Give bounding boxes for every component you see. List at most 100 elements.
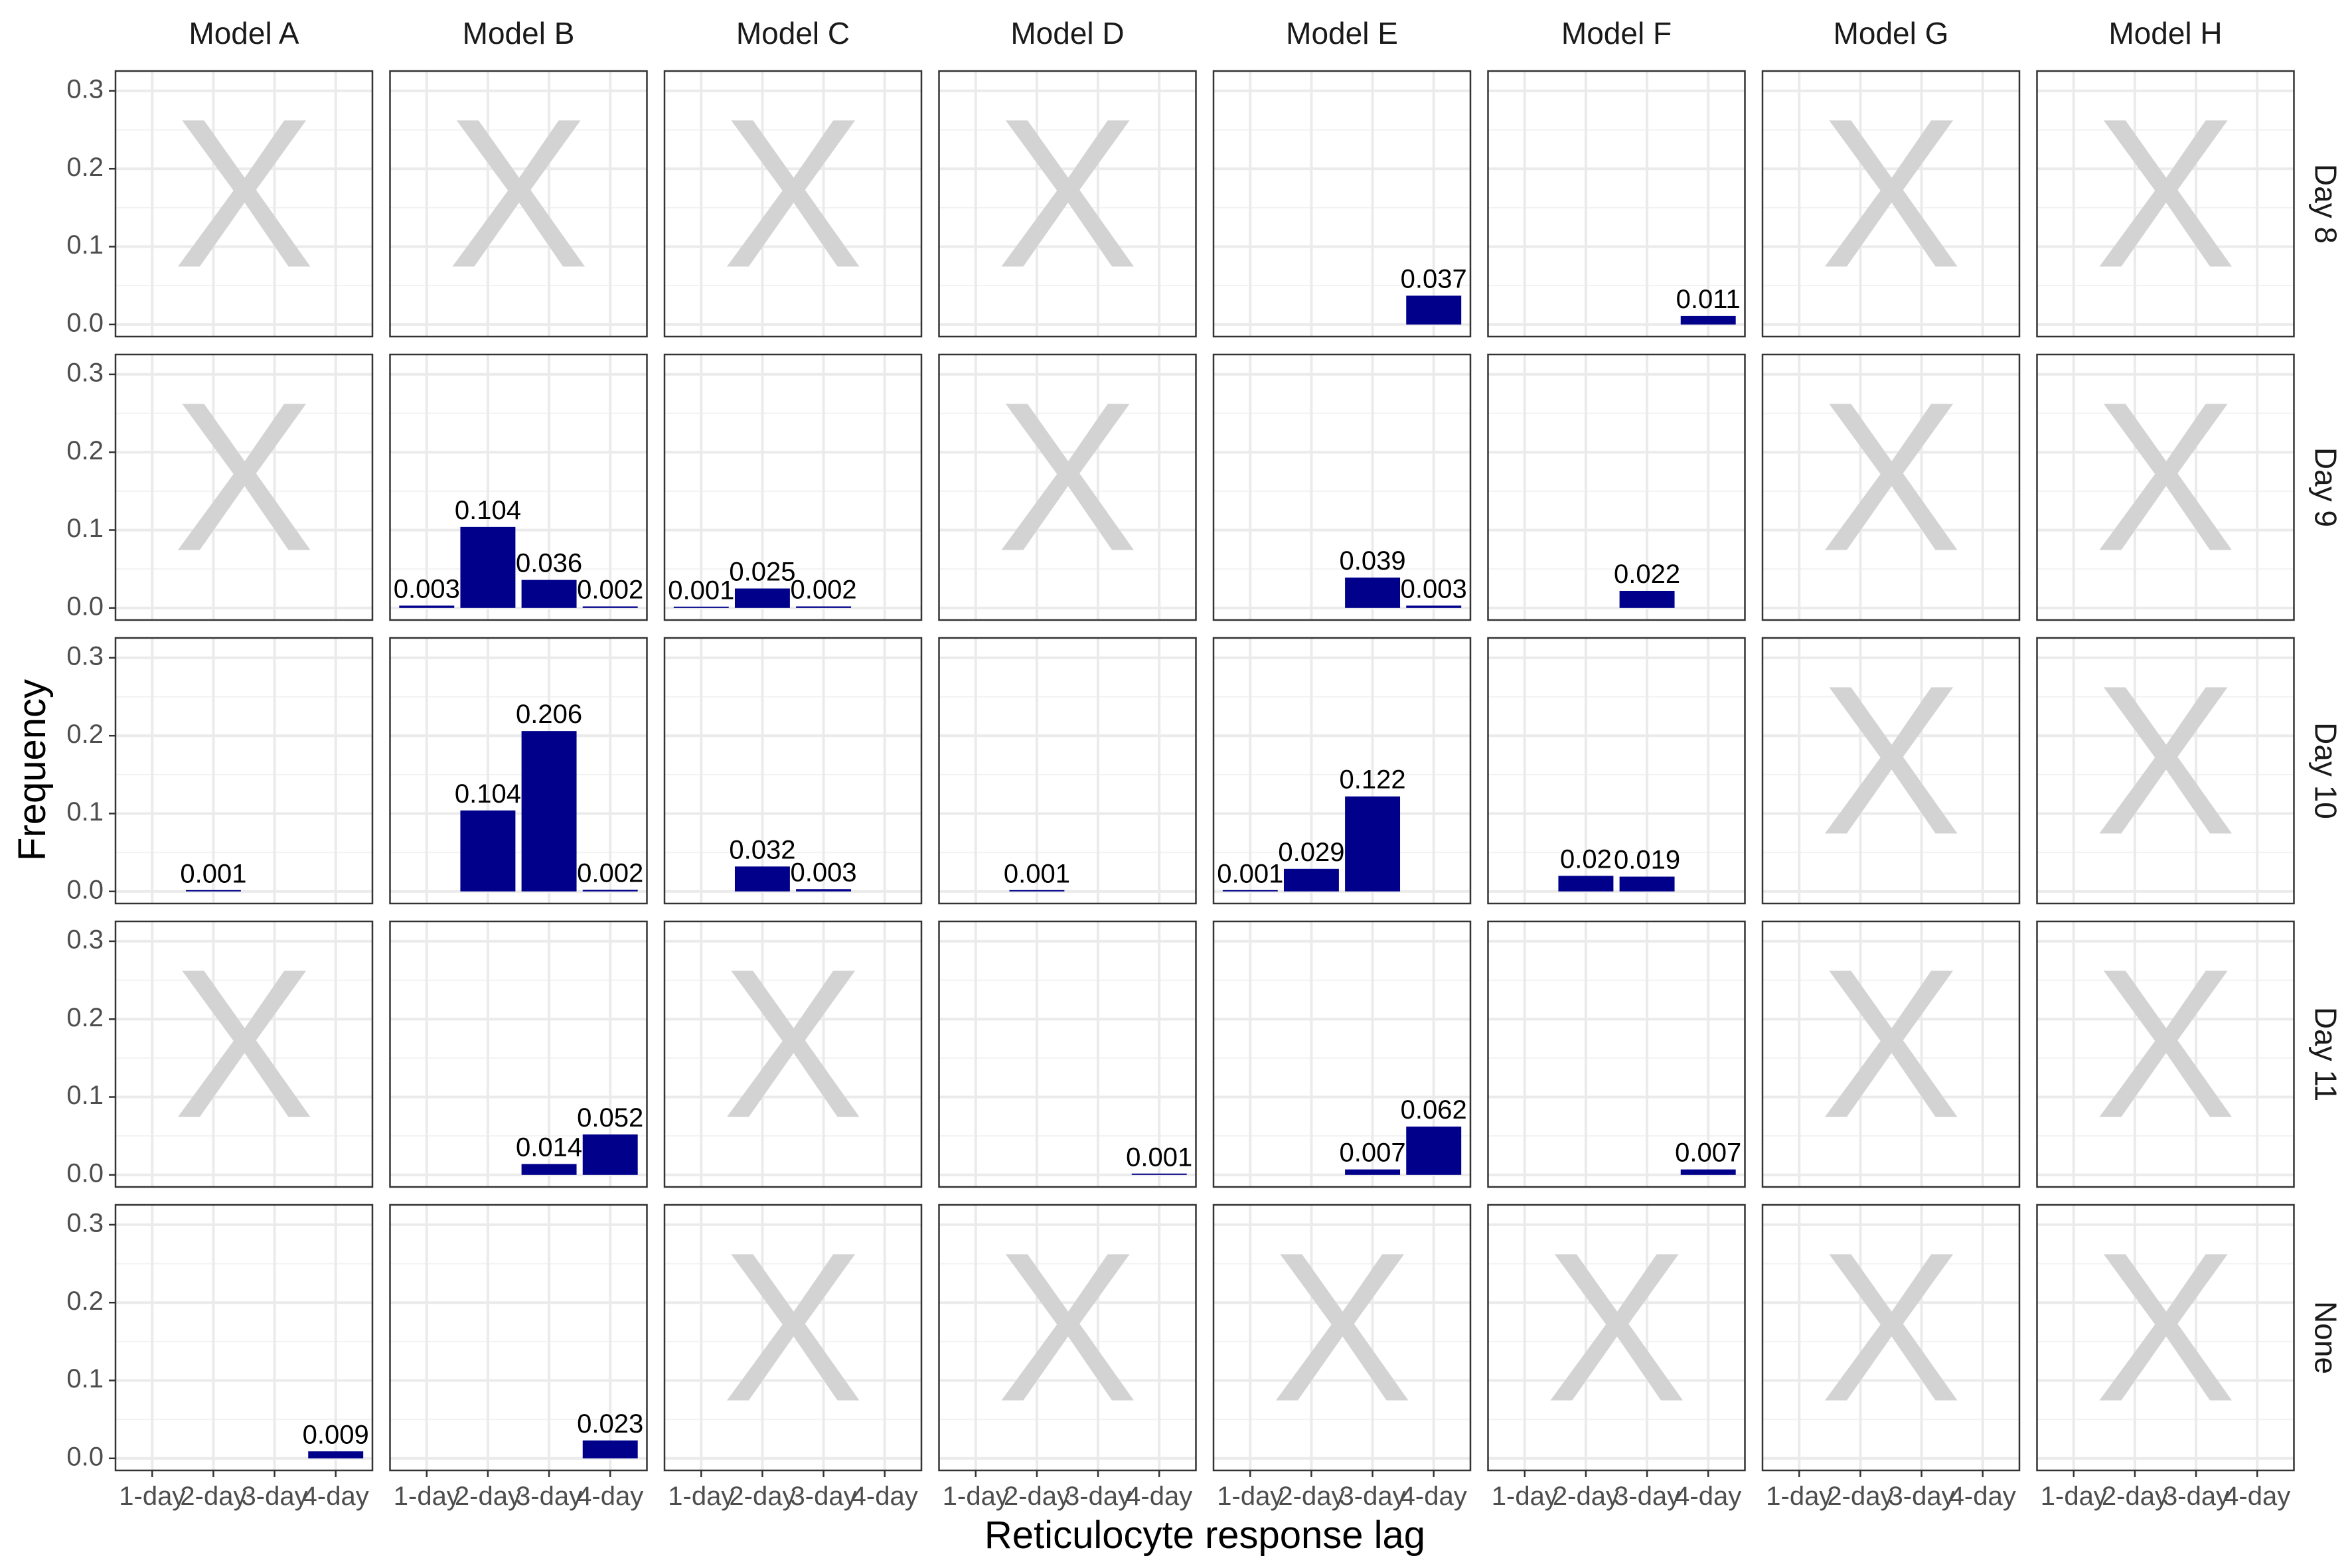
- x-tick-label: 3-day: [1614, 1482, 1680, 1511]
- panel: X: [663, 1204, 923, 1472]
- x-tick-label: 2-day: [729, 1482, 795, 1511]
- panel: 0.037: [1212, 70, 1472, 338]
- panel-border: [663, 70, 923, 338]
- panel-background: [1763, 1205, 2019, 1470]
- panel-background: [939, 71, 1196, 337]
- panel-background: [939, 1205, 1196, 1470]
- x-tick-label: 1-day: [1217, 1482, 1283, 1511]
- bar: [582, 606, 638, 608]
- bar-value-label: 0.002: [577, 575, 643, 604]
- panel-border: [1212, 353, 1472, 621]
- x-tick-label: 4-day: [2224, 1482, 2290, 1511]
- panel-background: [665, 71, 921, 337]
- panel-background: [1488, 921, 1745, 1187]
- bar: [460, 810, 516, 892]
- panel-background: [116, 638, 372, 903]
- panel-background: [1214, 354, 1470, 620]
- y-tick-label: 0.2: [66, 1003, 104, 1032]
- empty-panel-x-mark: X: [173, 358, 315, 595]
- y-tick-label: 0.0: [66, 591, 104, 621]
- x-tick-label: 1-day: [2041, 1482, 2107, 1511]
- y-tick-label: 0.0: [66, 1158, 104, 1188]
- panel-background: [1488, 71, 1745, 337]
- bar-value-label: 0.037: [1401, 264, 1467, 293]
- panel-border: [1761, 70, 2021, 338]
- panel-background: [116, 1205, 372, 1470]
- bar: [1406, 605, 1462, 608]
- empty-panel-x-mark: X: [2094, 1208, 2236, 1446]
- panel-background: [1763, 71, 2019, 337]
- panel-background: [1488, 1205, 1745, 1470]
- bar-value-label: 0.001: [1126, 1143, 1192, 1172]
- bar: [1619, 876, 1675, 892]
- bar: [521, 731, 577, 892]
- bar-value-label: 0.001: [180, 860, 246, 889]
- panel-border: [663, 920, 923, 1188]
- panel-border: [1761, 637, 2021, 905]
- y-tick-label: 0.1: [66, 1081, 104, 1110]
- panel-border: [2036, 1204, 2295, 1472]
- bar: [185, 890, 241, 892]
- bar-value-label: 0.009: [303, 1420, 369, 1449]
- bar-value-label: 0.003: [1401, 574, 1467, 603]
- panel-border: [938, 920, 1197, 1188]
- panel-background: [390, 1205, 647, 1470]
- bar-value-label: 0.002: [577, 858, 643, 888]
- panel-border: [1487, 637, 1746, 905]
- panel-border: [389, 70, 648, 338]
- panel: 0.023: [389, 1204, 648, 1472]
- x-tick-label: 2-day: [1827, 1482, 1893, 1511]
- panel-border: [1487, 70, 1746, 338]
- bar: [1680, 315, 1736, 325]
- panel-background: [2037, 71, 2294, 337]
- panel-background: [2037, 638, 2294, 903]
- panel: 0.001: [114, 637, 374, 905]
- panel: X: [663, 920, 923, 1188]
- panel-border: [663, 637, 923, 905]
- empty-panel-x-mark: X: [1820, 1208, 1962, 1446]
- panel-background: [1763, 638, 2019, 903]
- panel-border: [389, 920, 648, 1188]
- x-tick-label: 4-day: [577, 1482, 643, 1511]
- bar-value-label: 0.019: [1614, 846, 1680, 875]
- x-tick-label: 2-day: [1004, 1482, 1070, 1511]
- panel-background: [390, 638, 647, 903]
- panel-background: [1214, 1205, 1470, 1470]
- row-strip-label: Day 10: [2308, 722, 2343, 819]
- column-strip-label: Model B: [463, 16, 575, 50]
- x-tick-label: 4-day: [1950, 1482, 2016, 1511]
- bar-value-label: 0.029: [1278, 838, 1344, 867]
- bar-value-label: 0.002: [791, 575, 857, 604]
- row-strip-label: Day 8: [2308, 164, 2343, 244]
- empty-panel-x-mark: X: [722, 1208, 864, 1446]
- panel: 0.02 0.019: [1487, 637, 1746, 905]
- bar: [399, 605, 455, 608]
- panel-background: [939, 638, 1196, 903]
- x-tick-label: 2-day: [180, 1482, 246, 1511]
- bar: [1558, 876, 1614, 892]
- bar-value-label: 0.025: [729, 557, 795, 586]
- empty-panel-x-mark: X: [2094, 925, 2236, 1162]
- x-tick-label: 2-day: [2102, 1482, 2168, 1511]
- bar: [1283, 868, 1339, 892]
- panel-border: [2036, 637, 2295, 905]
- panel-background: [665, 638, 921, 903]
- panel: 0.001: [938, 920, 1197, 1188]
- bar-value-label: 0.122: [1340, 765, 1406, 795]
- empty-panel-x-mark: X: [173, 925, 315, 1162]
- panel-border: [663, 353, 923, 621]
- bar: [1222, 890, 1278, 892]
- bar-value-label: 0.032: [729, 835, 795, 864]
- bar-value-label: 0.011: [1676, 285, 1741, 314]
- x-tick-label: 1-day: [119, 1482, 185, 1511]
- panel: X: [1487, 1204, 1746, 1472]
- empty-panel-x-mark: X: [2094, 74, 2236, 312]
- panel-background: [1214, 638, 1470, 903]
- panel-background: [939, 354, 1196, 620]
- panel-background: [116, 71, 372, 337]
- panel-background: [2037, 354, 2294, 620]
- bar-value-label: 0.023: [577, 1409, 643, 1439]
- panel: X: [938, 1204, 1197, 1472]
- bar-value-label: 0.022: [1614, 560, 1680, 589]
